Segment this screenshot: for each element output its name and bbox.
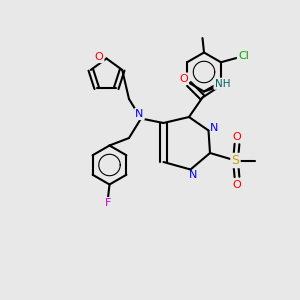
Text: S: S [232,154,239,167]
Text: N: N [189,170,197,180]
Text: Cl: Cl [238,51,249,61]
Text: O: O [232,131,242,142]
Text: O: O [179,74,188,84]
Text: F: F [105,198,111,208]
Text: NH: NH [214,79,230,89]
Text: O: O [94,52,103,62]
Text: N: N [135,109,144,119]
Text: O: O [232,179,242,190]
Text: N: N [210,123,218,133]
